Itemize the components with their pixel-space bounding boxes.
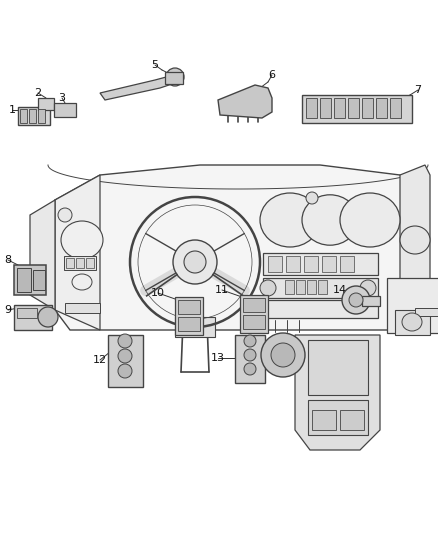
Text: 1: 1 bbox=[8, 105, 15, 115]
Bar bbox=[178, 317, 200, 331]
Bar bbox=[64, 256, 96, 270]
Bar bbox=[340, 256, 354, 272]
Bar bbox=[17, 308, 37, 318]
Polygon shape bbox=[400, 165, 430, 310]
Ellipse shape bbox=[61, 221, 103, 259]
Polygon shape bbox=[218, 85, 272, 118]
Circle shape bbox=[118, 364, 132, 378]
Bar bbox=[38, 109, 45, 123]
Bar bbox=[263, 278, 378, 298]
Text: 7: 7 bbox=[414, 85, 421, 95]
Bar bbox=[235, 335, 265, 383]
Text: 8: 8 bbox=[4, 255, 11, 265]
Bar bbox=[175, 297, 203, 335]
Bar bbox=[175, 317, 215, 337]
Circle shape bbox=[306, 192, 318, 204]
Circle shape bbox=[261, 333, 305, 377]
Bar bbox=[362, 98, 373, 118]
Bar bbox=[415, 308, 438, 316]
Bar bbox=[320, 98, 331, 118]
Polygon shape bbox=[100, 70, 178, 100]
Bar bbox=[334, 98, 345, 118]
Bar bbox=[263, 253, 378, 275]
Bar bbox=[243, 298, 265, 312]
Polygon shape bbox=[55, 175, 100, 330]
Bar bbox=[86, 258, 94, 268]
Bar bbox=[312, 410, 336, 430]
Bar bbox=[285, 280, 294, 294]
Bar bbox=[108, 335, 143, 387]
Bar bbox=[33, 270, 45, 290]
Text: 13: 13 bbox=[211, 353, 225, 363]
Text: 11: 11 bbox=[215, 285, 229, 295]
Bar bbox=[14, 305, 52, 330]
Polygon shape bbox=[55, 165, 425, 330]
Bar bbox=[14, 265, 46, 295]
Bar bbox=[240, 295, 268, 333]
Bar bbox=[390, 98, 401, 118]
Bar bbox=[18, 107, 50, 125]
Circle shape bbox=[271, 343, 295, 367]
Bar bbox=[395, 310, 430, 335]
Bar bbox=[308, 400, 368, 435]
Text: 3: 3 bbox=[59, 93, 66, 103]
Bar bbox=[308, 340, 368, 395]
Circle shape bbox=[360, 280, 376, 296]
Ellipse shape bbox=[260, 193, 320, 247]
Polygon shape bbox=[295, 335, 380, 450]
Text: 2: 2 bbox=[35, 88, 42, 98]
Text: 6: 6 bbox=[268, 70, 276, 80]
Bar bbox=[268, 256, 282, 272]
Bar bbox=[376, 98, 387, 118]
Bar bbox=[29, 109, 36, 123]
Bar bbox=[304, 256, 318, 272]
Circle shape bbox=[260, 280, 276, 296]
Circle shape bbox=[349, 293, 363, 307]
Circle shape bbox=[244, 349, 256, 361]
Bar bbox=[76, 258, 84, 268]
Text: 12: 12 bbox=[93, 355, 107, 365]
Circle shape bbox=[173, 240, 217, 284]
Polygon shape bbox=[30, 200, 55, 310]
Bar bbox=[348, 98, 359, 118]
Text: 10: 10 bbox=[151, 288, 165, 298]
Bar bbox=[66, 258, 74, 268]
Bar bbox=[286, 256, 300, 272]
Bar bbox=[20, 109, 27, 123]
Bar bbox=[165, 72, 183, 84]
Text: 5: 5 bbox=[152, 60, 159, 70]
Bar bbox=[65, 303, 100, 313]
Ellipse shape bbox=[302, 195, 358, 245]
Bar bbox=[54, 103, 76, 117]
Circle shape bbox=[244, 335, 256, 347]
Circle shape bbox=[342, 286, 370, 314]
Circle shape bbox=[166, 68, 184, 86]
Bar bbox=[178, 300, 200, 314]
Ellipse shape bbox=[340, 193, 400, 247]
Circle shape bbox=[38, 307, 58, 327]
Bar bbox=[302, 95, 412, 123]
Bar bbox=[17, 268, 31, 292]
Circle shape bbox=[184, 251, 206, 273]
Bar bbox=[340, 410, 364, 430]
Bar bbox=[322, 256, 336, 272]
Bar bbox=[318, 280, 327, 294]
Circle shape bbox=[58, 208, 72, 222]
Bar bbox=[387, 278, 438, 333]
Bar bbox=[306, 98, 317, 118]
Bar bbox=[38, 98, 54, 110]
Bar bbox=[263, 300, 378, 318]
Ellipse shape bbox=[402, 313, 422, 331]
Bar bbox=[296, 280, 305, 294]
Circle shape bbox=[118, 334, 132, 348]
Bar bbox=[307, 280, 316, 294]
Ellipse shape bbox=[400, 226, 430, 254]
Circle shape bbox=[118, 349, 132, 363]
Circle shape bbox=[244, 363, 256, 375]
Text: 9: 9 bbox=[4, 305, 11, 315]
Bar bbox=[243, 315, 265, 329]
Ellipse shape bbox=[72, 274, 92, 290]
Text: 14: 14 bbox=[333, 285, 347, 295]
Bar bbox=[362, 296, 380, 306]
